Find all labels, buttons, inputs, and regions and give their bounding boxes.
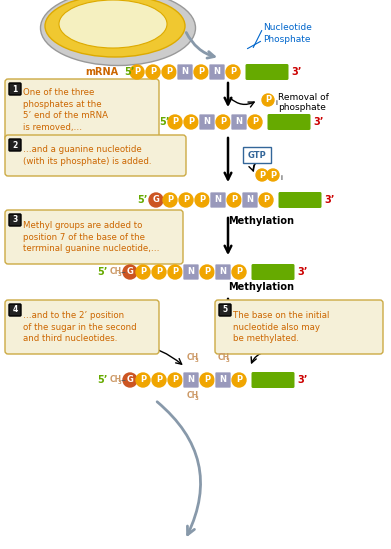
FancyBboxPatch shape <box>177 64 193 80</box>
Text: …and a guanine nucleotide
(with its phosphate) is added.: …and a guanine nucleotide (with its phos… <box>23 145 151 166</box>
Text: P: P <box>183 195 189 204</box>
Text: P: P <box>220 117 226 126</box>
FancyBboxPatch shape <box>9 139 21 151</box>
Text: –: – <box>121 375 126 385</box>
Circle shape <box>259 193 273 207</box>
Circle shape <box>226 65 240 79</box>
FancyBboxPatch shape <box>5 79 159 141</box>
Text: P: P <box>166 68 172 76</box>
Text: 5’: 5’ <box>97 267 108 277</box>
Text: P: P <box>204 376 210 384</box>
Text: 3: 3 <box>118 272 122 277</box>
FancyBboxPatch shape <box>199 114 215 130</box>
Circle shape <box>152 265 166 279</box>
Circle shape <box>152 373 166 387</box>
Circle shape <box>162 65 176 79</box>
Text: CH: CH <box>218 354 230 362</box>
Text: N: N <box>181 68 188 76</box>
Text: P: P <box>140 267 146 277</box>
Text: P: P <box>230 68 236 76</box>
Text: P: P <box>188 117 194 126</box>
Ellipse shape <box>45 0 185 57</box>
Circle shape <box>146 65 160 79</box>
FancyBboxPatch shape <box>251 372 294 388</box>
FancyBboxPatch shape <box>9 83 21 95</box>
Text: 3: 3 <box>226 358 230 363</box>
Text: P: P <box>140 376 146 384</box>
Circle shape <box>216 115 230 129</box>
Circle shape <box>130 65 144 79</box>
Text: P: P <box>172 117 178 126</box>
FancyBboxPatch shape <box>231 114 247 130</box>
Text: mRNA: mRNA <box>85 67 118 77</box>
Circle shape <box>248 115 262 129</box>
Text: GTP: GTP <box>248 150 266 160</box>
Text: 3: 3 <box>195 396 199 401</box>
Text: N: N <box>203 117 210 126</box>
Circle shape <box>262 94 274 106</box>
Text: 4: 4 <box>13 305 18 315</box>
Circle shape <box>195 193 209 207</box>
Text: 3’: 3’ <box>297 375 307 385</box>
Text: 3: 3 <box>13 216 18 225</box>
Text: i: i <box>275 100 277 106</box>
Text: G: G <box>152 195 160 204</box>
Text: N: N <box>213 68 221 76</box>
Text: P: P <box>270 171 276 180</box>
Text: Nucleotide: Nucleotide <box>263 24 312 32</box>
Text: 5’: 5’ <box>124 67 135 77</box>
FancyBboxPatch shape <box>209 64 225 80</box>
Circle shape <box>227 193 241 207</box>
Text: P: P <box>231 195 237 204</box>
Text: 5: 5 <box>222 305 228 315</box>
Circle shape <box>184 115 198 129</box>
Circle shape <box>168 115 182 129</box>
Text: 5’: 5’ <box>97 375 108 385</box>
Text: –: – <box>121 267 126 277</box>
Text: P: P <box>134 68 140 76</box>
Text: N: N <box>219 267 226 277</box>
Circle shape <box>200 373 214 387</box>
Text: 3: 3 <box>118 380 122 385</box>
Text: 5’: 5’ <box>138 195 148 205</box>
Text: One of the three
phosphates at the
5’ end of the mRNA
is removed,…: One of the three phosphates at the 5’ en… <box>23 88 108 132</box>
FancyBboxPatch shape <box>242 192 258 208</box>
Text: CH: CH <box>110 267 122 277</box>
Ellipse shape <box>59 0 167 48</box>
Text: P: P <box>172 376 178 384</box>
Text: P: P <box>265 96 271 104</box>
Circle shape <box>267 169 279 181</box>
Text: P: P <box>156 376 162 384</box>
Text: CH: CH <box>187 354 199 362</box>
Circle shape <box>136 265 150 279</box>
FancyBboxPatch shape <box>243 147 271 163</box>
Text: P: P <box>156 267 162 277</box>
Text: N: N <box>246 195 253 204</box>
Circle shape <box>123 265 137 279</box>
Text: P: P <box>172 267 178 277</box>
Text: CH: CH <box>187 391 199 401</box>
FancyBboxPatch shape <box>251 264 294 280</box>
FancyBboxPatch shape <box>183 372 199 388</box>
FancyBboxPatch shape <box>9 304 21 316</box>
Text: Phosphate: Phosphate <box>263 36 310 44</box>
Text: 5’: 5’ <box>160 117 170 127</box>
Circle shape <box>256 169 268 181</box>
Text: N: N <box>188 267 194 277</box>
Text: N: N <box>188 376 194 384</box>
FancyBboxPatch shape <box>219 304 231 316</box>
FancyBboxPatch shape <box>9 214 21 226</box>
Text: P: P <box>259 171 265 180</box>
Text: 3’: 3’ <box>313 117 323 127</box>
Text: 3’: 3’ <box>291 67 301 77</box>
FancyBboxPatch shape <box>246 64 289 80</box>
Text: i: i <box>280 175 282 181</box>
Text: N: N <box>235 117 242 126</box>
FancyBboxPatch shape <box>215 372 231 388</box>
Text: Methylation: Methylation <box>228 282 294 292</box>
Text: G: G <box>127 267 133 277</box>
Circle shape <box>136 373 150 387</box>
Text: Methyl groups are added to
position 7 of the base of the
terrminal guanine nucle: Methyl groups are added to position 7 of… <box>23 221 160 253</box>
Circle shape <box>232 265 246 279</box>
